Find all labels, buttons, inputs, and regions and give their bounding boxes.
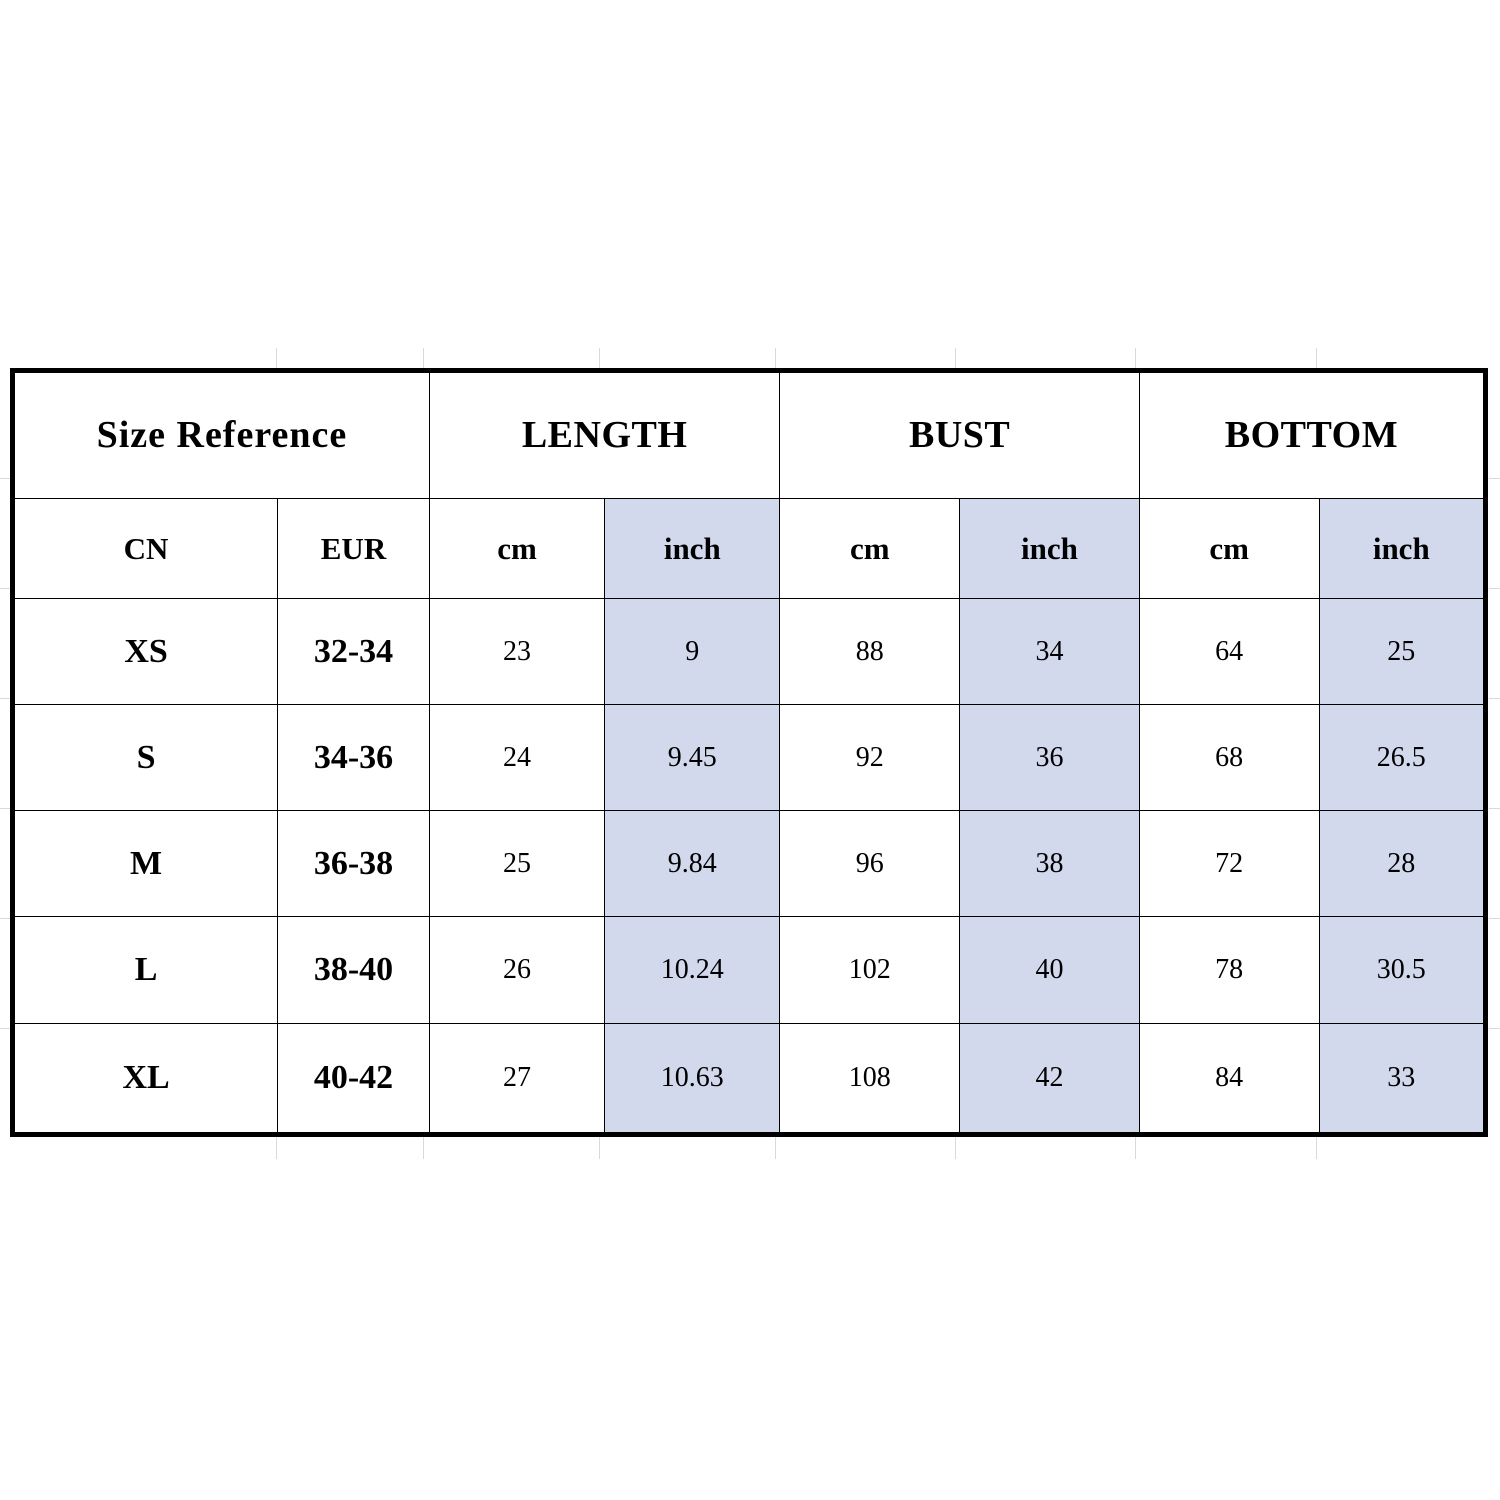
cell-bust-cm: 96	[779, 810, 961, 918]
unit-header-cn: CN	[11, 497, 279, 600]
group-header-bottom: BOTTOM	[1138, 370, 1487, 499]
cell-bust-inch: 38	[959, 810, 1140, 918]
cell-bottom-inch: 26.5	[1318, 704, 1487, 812]
cell-length-inch: 9.84	[604, 810, 781, 918]
cell-length-cm: 27	[428, 1022, 606, 1135]
cell-cn: S	[11, 704, 279, 812]
size-chart-container: Size Reference LENGTH BUST BOTTOM CN EUR…	[10, 368, 1488, 1137]
unit-header-bottom-cm: cm	[1138, 497, 1320, 600]
cell-bottom-cm: 78	[1138, 916, 1320, 1024]
unit-header-bust-inch: inch	[959, 497, 1140, 600]
cell-length-inch: 10.24	[604, 916, 781, 1024]
group-header-row: Size Reference LENGTH BUST BOTTOM	[12, 370, 1487, 499]
cell-bottom-inch: 25	[1318, 598, 1487, 706]
cell-bottom-inch: 28	[1318, 810, 1487, 918]
cell-bottom-inch: 33	[1318, 1022, 1487, 1135]
cell-bust-inch: 40	[959, 916, 1140, 1024]
cell-cn: M	[11, 810, 279, 918]
table-row: M 36-38 25 9.84 96 38 72 28	[11, 810, 1487, 918]
unit-header-length-inch: inch	[604, 497, 781, 600]
size-chart-table: Size Reference LENGTH BUST BOTTOM CN EUR…	[10, 368, 1488, 1137]
unit-header-bottom-inch: inch	[1318, 497, 1487, 600]
cell-bottom-cm: 72	[1138, 810, 1320, 918]
cell-cn: XL	[11, 1022, 279, 1135]
cell-length-cm: 25	[428, 810, 606, 918]
unit-header-eur: EUR	[277, 497, 430, 600]
cell-cn: L	[11, 916, 279, 1024]
cell-eur: 32-34	[277, 598, 430, 706]
table-row: L 38-40 26 10.24 102 40 78 30.5	[11, 916, 1487, 1024]
unit-header-length-cm: cm	[428, 497, 606, 600]
cell-bust-inch: 34	[959, 598, 1140, 706]
group-header-size-reference: Size Reference	[12, 370, 430, 499]
cell-bottom-cm: 84	[1138, 1022, 1320, 1135]
cell-length-cm: 24	[428, 704, 606, 812]
table-row: S 34-36 24 9.45 92 36 68 26.5	[11, 704, 1487, 812]
cell-bust-cm: 88	[779, 598, 961, 706]
cell-length-inch: 9	[604, 598, 781, 706]
cell-bottom-cm: 68	[1138, 704, 1320, 812]
cell-bust-inch: 36	[959, 704, 1140, 812]
cell-eur: 34-36	[277, 704, 430, 812]
table-row: XS 32-34 23 9 88 34 64 25	[11, 598, 1487, 706]
unit-header-bust-cm: cm	[779, 497, 961, 600]
unit-header-row: CN EUR cm inch cm inch cm inch	[11, 497, 1487, 600]
cell-eur: 38-40	[277, 916, 430, 1024]
group-header-length: LENGTH	[428, 370, 781, 499]
cell-length-inch: 10.63	[604, 1022, 781, 1135]
cell-cn: XS	[11, 598, 279, 706]
group-header-bust: BUST	[779, 370, 1140, 499]
cell-length-cm: 23	[428, 598, 606, 706]
cell-eur: 36-38	[277, 810, 430, 918]
cell-bust-cm: 108	[779, 1022, 961, 1135]
cell-length-inch: 9.45	[604, 704, 781, 812]
cell-bust-cm: 102	[779, 916, 961, 1024]
table-row: XL 40-42 27 10.63 108 42 84 33	[11, 1022, 1487, 1135]
cell-length-cm: 26	[428, 916, 606, 1024]
cell-bottom-cm: 64	[1138, 598, 1320, 706]
cell-bottom-inch: 30.5	[1318, 916, 1487, 1024]
cell-bust-inch: 42	[959, 1022, 1140, 1135]
cell-eur: 40-42	[277, 1022, 430, 1135]
cell-bust-cm: 92	[779, 704, 961, 812]
